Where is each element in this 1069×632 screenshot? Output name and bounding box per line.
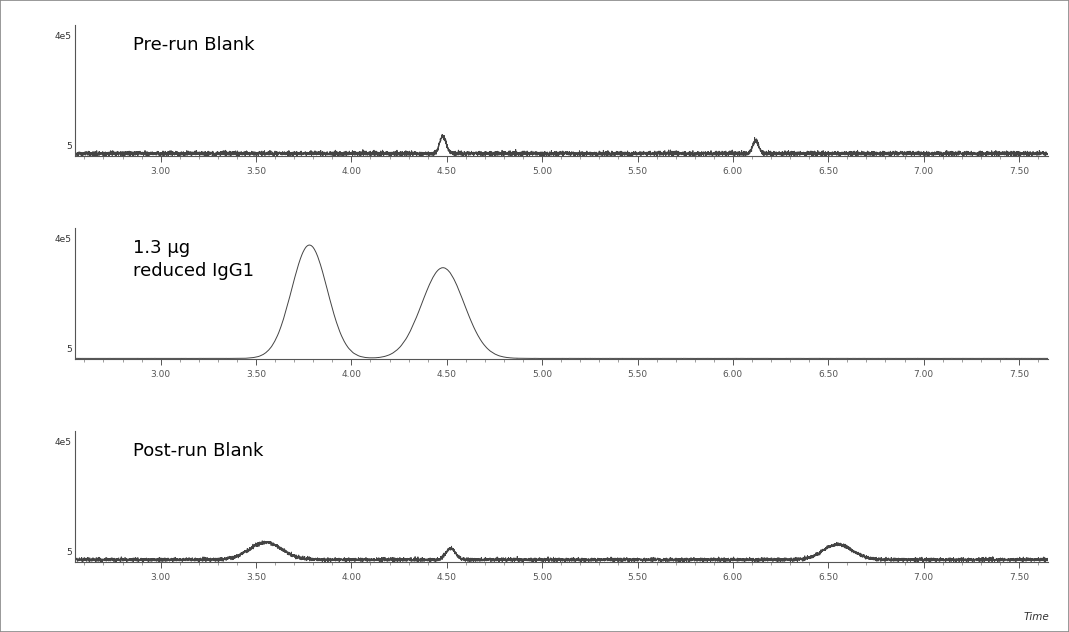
Text: Pre-run Blank: Pre-run Blank: [134, 36, 254, 54]
Text: 5: 5: [66, 345, 72, 354]
Text: 5: 5: [66, 548, 72, 557]
Text: Time: Time: [1024, 612, 1050, 623]
Text: 5: 5: [66, 142, 72, 151]
Text: 4e5: 4e5: [55, 438, 72, 447]
Text: 4e5: 4e5: [55, 235, 72, 244]
Text: 1.3 μg
reduced IgG1: 1.3 μg reduced IgG1: [134, 239, 254, 281]
Text: Post-run Blank: Post-run Blank: [134, 442, 264, 460]
Text: 4e5: 4e5: [55, 32, 72, 41]
